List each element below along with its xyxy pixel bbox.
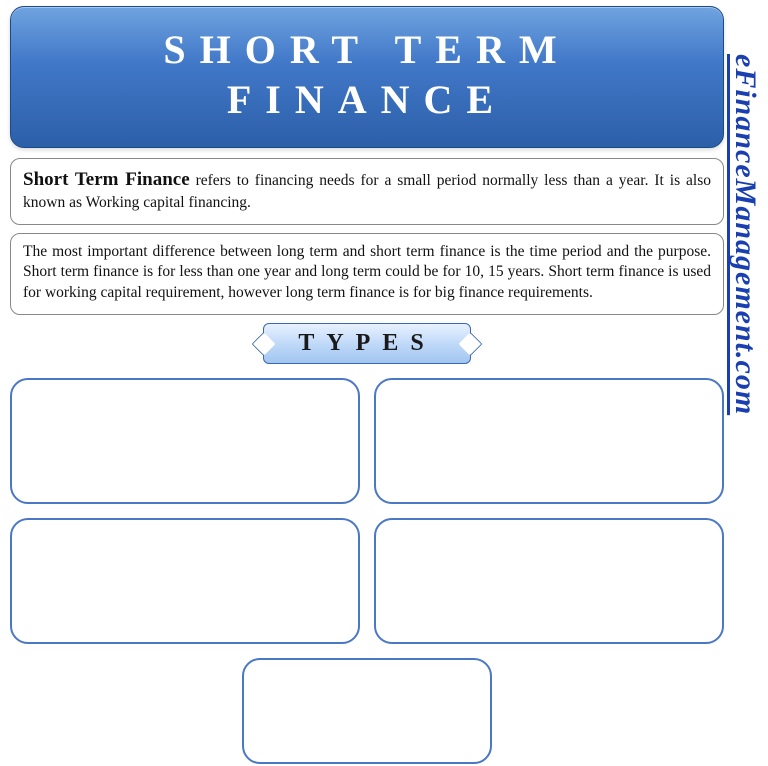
type-card (374, 378, 724, 504)
definition-lead: Short Term Finance (23, 169, 190, 190)
type-card (10, 378, 360, 504)
watermark-text: eFinanceManagement.com (729, 54, 762, 415)
types-divider: TYPES (2, 323, 732, 364)
type-card (242, 658, 492, 764)
type-cards-bottom-row (2, 658, 732, 764)
types-header-tab: TYPES (263, 323, 470, 364)
explanation-box: The most important difference between lo… (10, 233, 724, 316)
title-banner: SHORT TERM FINANCE (10, 6, 724, 148)
type-cards-grid (2, 378, 732, 644)
explanation-body: The most important difference between lo… (23, 243, 711, 302)
type-card (10, 518, 360, 644)
watermark-link[interactable]: eFinanceManagement.com (728, 54, 762, 415)
page-title: SHORT TERM FINANCE (21, 25, 713, 125)
definition-box: Short Term Finance refers to financing n… (10, 158, 724, 225)
type-card (374, 518, 724, 644)
types-header-label: TYPES (298, 330, 435, 356)
